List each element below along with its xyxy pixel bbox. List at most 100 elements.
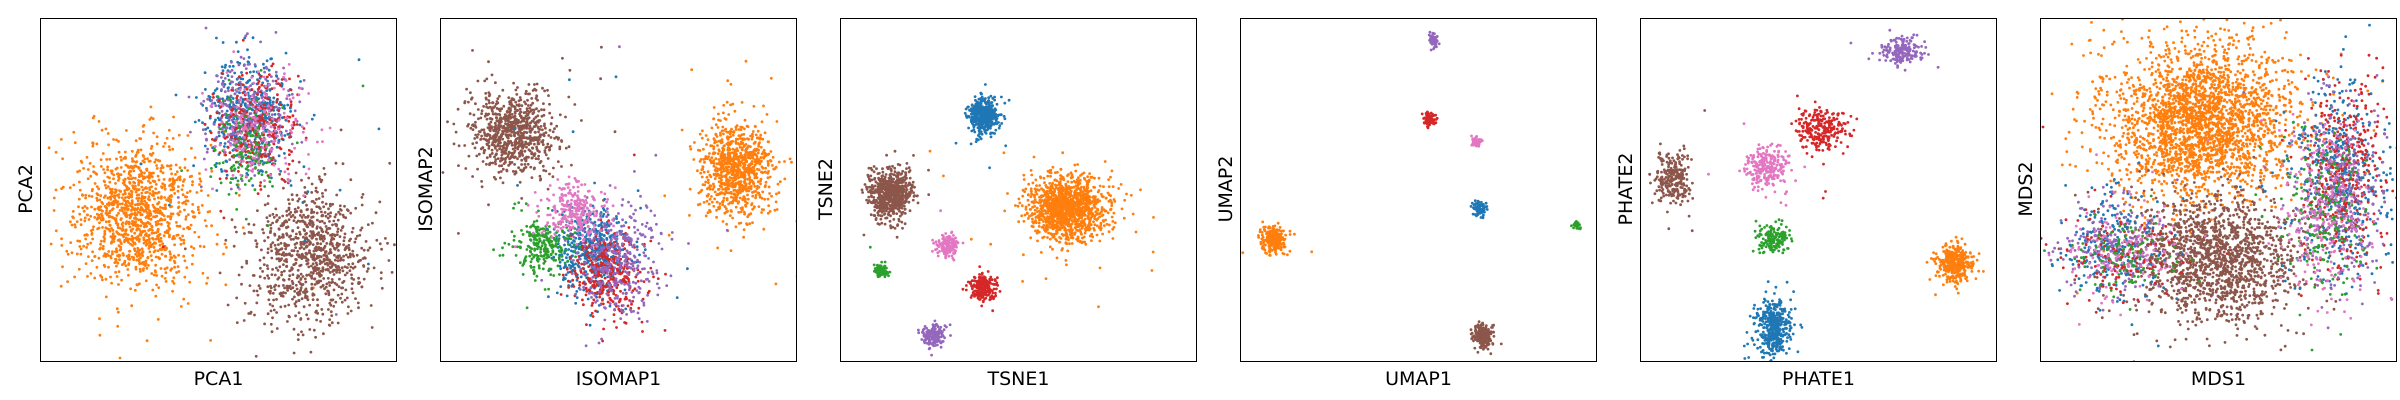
- point: [271, 291, 275, 295]
- point: [117, 232, 121, 236]
- point: [296, 268, 300, 272]
- point: [255, 109, 259, 113]
- point: [769, 76, 773, 80]
- point: [262, 130, 265, 134]
- point: [495, 149, 499, 152]
- point: [501, 131, 505, 135]
- point: [86, 242, 90, 246]
- point: [737, 176, 740, 180]
- point: [100, 214, 104, 218]
- point: [281, 235, 285, 239]
- point: [142, 267, 145, 271]
- point: [137, 181, 141, 185]
- point: [302, 194, 305, 198]
- point: [100, 128, 104, 132]
- point: [246, 103, 250, 107]
- point: [729, 103, 732, 107]
- point: [175, 271, 179, 274]
- point: [134, 252, 137, 256]
- point: [305, 313, 309, 317]
- point: [298, 232, 302, 236]
- point: [488, 153, 492, 157]
- point: [68, 186, 72, 190]
- point: [320, 308, 324, 311]
- point: [290, 266, 294, 270]
- point: [706, 187, 709, 191]
- point: [296, 338, 300, 341]
- point: [347, 262, 351, 266]
- point: [198, 172, 201, 175]
- point: [269, 223, 272, 227]
- point: [356, 301, 360, 305]
- point: [230, 60, 233, 64]
- point: [777, 191, 781, 195]
- point: [107, 143, 110, 147]
- point: [266, 202, 270, 206]
- point: [263, 203, 267, 207]
- point: [267, 194, 270, 198]
- point: [107, 265, 110, 269]
- point: [366, 223, 370, 227]
- point: [271, 304, 275, 308]
- point: [251, 161, 254, 165]
- point: [250, 76, 254, 79]
- point: [108, 229, 112, 233]
- point: [215, 242, 219, 246]
- point: [330, 233, 334, 237]
- point: [121, 181, 125, 185]
- point: [150, 231, 154, 235]
- point: [220, 65, 224, 69]
- point: [191, 183, 194, 187]
- point: [532, 108, 536, 112]
- point: [288, 115, 292, 119]
- point: [275, 145, 279, 149]
- point: [110, 227, 113, 230]
- point: [255, 245, 259, 249]
- point: [123, 208, 127, 211]
- point: [269, 148, 272, 152]
- point: [387, 259, 391, 262]
- point: [274, 79, 278, 83]
- point: [151, 236, 154, 240]
- point: [225, 169, 228, 173]
- point: [724, 190, 727, 194]
- point: [335, 271, 338, 274]
- point: [328, 242, 332, 246]
- point: [511, 115, 515, 119]
- point: [303, 277, 307, 281]
- point: [156, 249, 160, 253]
- point: [548, 102, 551, 106]
- point: [266, 130, 270, 134]
- point: [278, 265, 282, 269]
- point: [509, 116, 512, 120]
- point: [118, 258, 121, 262]
- point: [109, 254, 112, 258]
- point: [509, 108, 512, 112]
- point: [169, 252, 172, 256]
- point: [746, 197, 750, 201]
- point: [198, 183, 201, 186]
- point: [483, 114, 487, 118]
- point: [112, 194, 116, 198]
- point: [528, 141, 532, 145]
- point: [390, 271, 394, 274]
- point: [763, 185, 767, 189]
- point: [471, 128, 475, 131]
- point: [552, 166, 555, 170]
- point: [388, 161, 392, 165]
- point: [234, 112, 238, 115]
- point: [254, 239, 258, 243]
- point: [226, 74, 230, 77]
- point: [104, 127, 108, 131]
- point: [251, 134, 255, 138]
- point: [322, 167, 326, 170]
- point: [144, 207, 148, 211]
- point: [118, 190, 122, 193]
- point: [307, 176, 311, 180]
- point: [731, 139, 734, 143]
- point: [743, 198, 747, 202]
- point: [231, 64, 235, 68]
- point: [762, 104, 765, 108]
- point: [319, 255, 323, 259]
- point: [324, 285, 328, 289]
